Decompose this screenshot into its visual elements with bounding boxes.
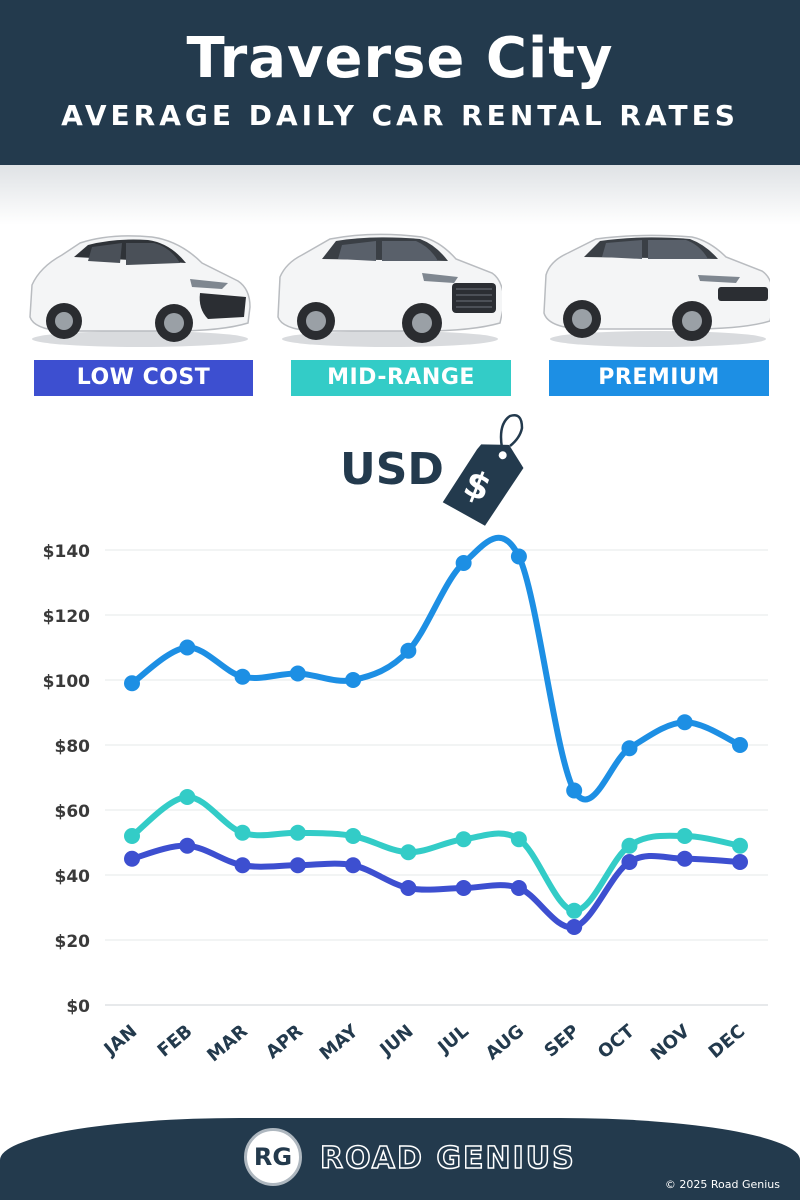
- premium-data-point: [676, 714, 693, 731]
- y-tick-label: $100: [43, 672, 90, 692]
- low-cost-data-point: [179, 837, 196, 854]
- y-tick-label: $120: [43, 607, 90, 627]
- premium-series-line: [129, 534, 743, 803]
- brand-name: ROAD GENIUS: [319, 1140, 576, 1177]
- x-tick-label: AUG: [482, 1021, 528, 1065]
- low-cost-data-point: [676, 850, 693, 867]
- y-tick-label: $80: [55, 737, 91, 757]
- hatchback-car-image: [29, 235, 251, 347]
- premium-data-point: [566, 782, 583, 799]
- mid-range-data-point: [179, 789, 196, 805]
- copyright-text: © 2025 Road Genius: [664, 1178, 780, 1191]
- x-tick-label: NOV: [647, 1021, 694, 1065]
- price-tag-dollar-icon: $: [442, 414, 524, 526]
- mid-range-data-point: [400, 844, 417, 861]
- x-tick-label: MAR: [203, 1021, 252, 1067]
- mid-range-data-point: [234, 824, 251, 841]
- x-tick-label: APR: [262, 1021, 307, 1064]
- brand-logo: RG: [244, 1128, 302, 1186]
- low-cost-data-point: [234, 857, 251, 874]
- premium-data-point: [621, 740, 638, 757]
- mid-range-label: MID-RANGE: [291, 360, 511, 396]
- x-tick-label: SEP: [540, 1021, 583, 1062]
- x-tick-label: JUN: [375, 1021, 418, 1062]
- premium-data-point: [732, 737, 748, 753]
- low-cost-data-point: [566, 919, 583, 935]
- y-tick-label: $40: [55, 867, 91, 887]
- y-tick-label: $60: [55, 802, 91, 822]
- low-cost-data-point: [124, 850, 140, 867]
- premium-suv-image: [543, 234, 770, 347]
- premium-data-point: [234, 668, 251, 685]
- y-tick-label: $0: [66, 997, 90, 1017]
- low-cost-data-point: [400, 880, 417, 896]
- premium-data-point: [289, 665, 306, 682]
- x-tick-label: JAN: [99, 1021, 141, 1061]
- mid-range-data-point: [124, 828, 140, 844]
- premium-data-point: [345, 672, 362, 688]
- low-cost-data-point: [289, 857, 306, 874]
- low-cost-label: LOW COST: [34, 360, 253, 396]
- premium-data-point: [179, 639, 196, 656]
- mid-range-data-point: [732, 837, 748, 854]
- premium-data-point: [400, 642, 417, 659]
- footer: [0, 1118, 800, 1200]
- premium-data-point: [124, 675, 140, 692]
- mid-range-data-point: [289, 824, 306, 841]
- premium-data-point: [510, 548, 527, 565]
- x-tick-label: OCT: [594, 1020, 639, 1063]
- currency-label: USD: [340, 444, 444, 495]
- mid-range-data-point: [566, 902, 583, 919]
- mid-range-data-point: [676, 828, 693, 844]
- header: Traverse City AVERAGE DAILY CAR RENTAL R…: [0, 0, 800, 165]
- page-subtitle: AVERAGE DAILY CAR RENTAL RATES: [61, 99, 739, 132]
- low-cost-data-point: [510, 880, 527, 896]
- low-cost-data-point: [345, 857, 362, 874]
- page-title: Traverse City: [186, 26, 614, 91]
- low-cost-series-line: [129, 842, 743, 931]
- mid-range-data-point: [621, 837, 638, 854]
- premium-data-point: [455, 555, 472, 571]
- y-tick-label: $140: [43, 542, 90, 562]
- premium-label: PREMIUM: [549, 360, 769, 396]
- low-cost-data-point: [732, 854, 748, 870]
- x-tick-label: JUL: [433, 1021, 473, 1059]
- rental-rate-line-chart: $0 $20 $40 $60 $80 $100 $120 $140 JAN FEB MAR APR MA…: [43, 534, 768, 1067]
- x-tick-label: MAY: [316, 1020, 363, 1064]
- header-shadow: [0, 165, 800, 225]
- suv-car-image: [277, 233, 502, 347]
- low-cost-data-point: [621, 854, 638, 870]
- mid-range-data-point: [345, 828, 362, 844]
- mid-range-data-point: [510, 831, 527, 848]
- y-tick-label: $20: [55, 932, 91, 952]
- low-cost-data-point: [455, 880, 472, 896]
- x-tick-label: DEC: [705, 1021, 749, 1063]
- mid-range-data-point: [455, 831, 472, 848]
- x-tick-label: FEB: [154, 1021, 197, 1062]
